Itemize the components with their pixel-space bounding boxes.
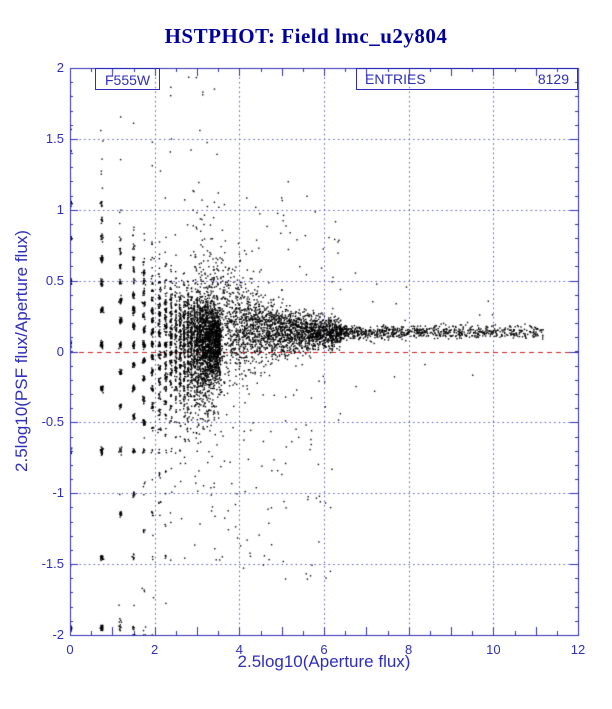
x-tick-label: 10 bbox=[486, 642, 501, 657]
x-tick-label: 4 bbox=[235, 642, 243, 657]
entries-label: ENTRIES bbox=[365, 71, 426, 87]
y-tick-label: -2 bbox=[52, 627, 64, 642]
x-tick-label: 2 bbox=[151, 642, 159, 657]
filter-label-box: F555W bbox=[95, 68, 161, 90]
entries-value: 8129 bbox=[537, 71, 569, 87]
page-title: HSTPHOT: Field lmc_u2y804 bbox=[164, 24, 448, 48]
y-tick-label: 0 bbox=[56, 343, 64, 359]
y-tick-label: -1.5 bbox=[41, 556, 64, 572]
x-tick-label: 12 bbox=[570, 642, 586, 657]
y-tick-label: 0.5 bbox=[45, 272, 64, 288]
y-tick-label: 2 bbox=[56, 60, 64, 75]
y-tick-label: 1.5 bbox=[45, 130, 64, 146]
y-tick-label: -1 bbox=[52, 485, 64, 501]
filter-label: F555W bbox=[105, 72, 151, 88]
y-tick-label: 1 bbox=[56, 201, 64, 217]
x-axis-label: 2.5log10(Aperture flux) bbox=[237, 652, 411, 671]
x-tick-label: 0 bbox=[66, 642, 74, 657]
y-tick-label: -0.5 bbox=[41, 414, 64, 430]
x-tick-label: 6 bbox=[320, 642, 328, 657]
x-tick-label: 8 bbox=[405, 642, 413, 657]
entries-box: ENTRIES 8129 bbox=[356, 68, 578, 90]
